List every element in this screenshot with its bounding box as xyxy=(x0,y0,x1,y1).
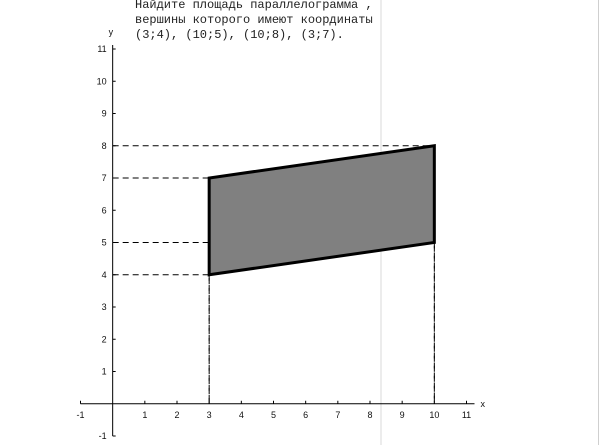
x-tick-label: 2 xyxy=(174,410,179,420)
x-tick-label: 8 xyxy=(367,410,372,420)
x-tick-label: 3 xyxy=(207,410,212,420)
y-tick-label: 1 xyxy=(102,367,107,377)
y-tick-label: -1 xyxy=(99,431,107,441)
y-tick-label: 10 xyxy=(97,76,107,86)
x-tick-label: 11 xyxy=(462,410,471,420)
parallelogram xyxy=(207,144,436,277)
x-tick-label: 10 xyxy=(429,410,439,420)
title-line: Найдите площадь параллелограмма , xyxy=(135,0,373,12)
x-tick-label: 4 xyxy=(239,410,244,420)
x-axis-label: x xyxy=(481,399,486,409)
y-tick-label: 3 xyxy=(102,302,107,312)
x-tick-label: 7 xyxy=(335,410,340,420)
y-tick-label: 4 xyxy=(102,270,107,280)
y-tick-label: 5 xyxy=(102,238,107,248)
y-tick-label: 8 xyxy=(102,141,107,151)
y-tick-label: 2 xyxy=(102,334,107,344)
y-tick-label: 6 xyxy=(102,205,107,215)
y-axis-label: y xyxy=(109,27,114,37)
x-tick-label: 9 xyxy=(400,410,405,420)
x-tick-label: 1 xyxy=(142,410,147,420)
x-tick-label: -1 xyxy=(76,410,84,420)
y-tick-label: 9 xyxy=(102,109,107,119)
y-tick-label: 11 xyxy=(97,44,106,54)
y-tick-label: 7 xyxy=(102,173,107,183)
title-line: (3;4), (10;5), (10;8), (3;7). xyxy=(135,28,344,42)
x-tick-label: 6 xyxy=(303,410,308,420)
x-tick-label: 5 xyxy=(271,410,276,420)
title-line: вершины которого имеют координаты xyxy=(135,13,373,27)
